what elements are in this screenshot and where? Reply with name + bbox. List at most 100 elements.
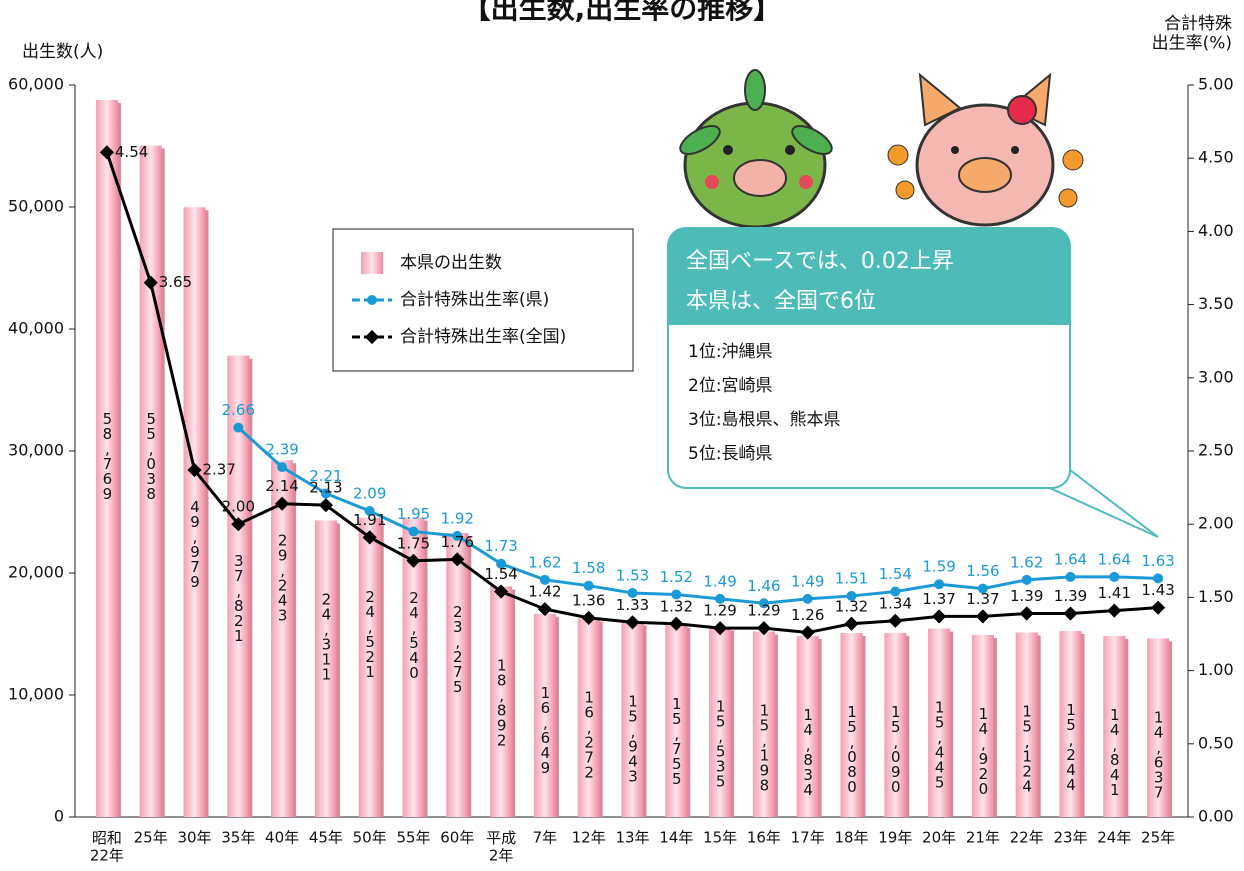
chart: 【出生数,出生率の推移】 出生数(人) 合計特殊出生率(%) 010,00020… <box>0 0 1244 871</box>
rate-label: 1.49 <box>791 572 824 590</box>
mascots <box>676 70 1083 227</box>
rate-marker <box>233 423 243 433</box>
bar-value-label: 14,637 <box>1150 708 1168 798</box>
bar-value-label: 16,649 <box>536 684 554 774</box>
rate-label: 1.39 <box>1054 587 1087 605</box>
bar-value-label: 15,755 <box>668 695 686 785</box>
y-tick-label: 60,000 <box>8 75 64 94</box>
rate-label: 1.37 <box>922 590 955 608</box>
rate-marker <box>1107 604 1121 618</box>
callout-rank: 2位:宮崎県 <box>688 376 773 396</box>
bar-value-label: 15,445 <box>931 699 949 789</box>
rate-marker <box>934 579 944 589</box>
bar-value-label: 16,272 <box>580 688 598 778</box>
rate-label: 1.64 <box>1054 550 1087 568</box>
callout-rank: 5位:長崎県 <box>688 444 773 464</box>
rate-marker <box>888 614 902 628</box>
x-tick-label: 40年 <box>265 829 299 847</box>
rate-label: 1.56 <box>966 562 999 580</box>
bar-value-label: 15,244 <box>1062 701 1080 791</box>
rate-marker <box>844 617 858 631</box>
bar-value-label: 24,311 <box>317 590 335 680</box>
rate-label: 1.49 <box>703 572 736 590</box>
bar-value-label: 15,198 <box>755 702 773 792</box>
callout-headline: 本県は、全国で6位 <box>686 289 876 314</box>
rate-label: 1.32 <box>835 597 868 615</box>
legend: 本県の出生数合計特殊出生率(県)合計特殊出生率(全国) <box>333 229 633 371</box>
y2-tick-label: 2.00 <box>1198 514 1234 533</box>
rate-label: 1.54 <box>484 565 517 583</box>
rate-label: 1.42 <box>528 583 561 601</box>
rate-label: 1.52 <box>660 568 693 586</box>
rate-marker <box>932 609 946 623</box>
legend-swatch <box>361 252 383 274</box>
callout-headline: 全国ベースでは、0.02上昇 <box>686 249 954 274</box>
bar-value-label: 49,979 <box>186 498 204 588</box>
legend-marker <box>367 295 377 305</box>
rate-label: 1.54 <box>879 565 912 583</box>
rate-label: 2.00 <box>222 498 255 516</box>
rate-label: 1.26 <box>791 606 824 624</box>
bar-value-label: 37,821 <box>230 552 248 642</box>
x-tick-label: 55年 <box>396 829 430 847</box>
legend-label: 合計特殊出生率(県) <box>400 290 549 310</box>
rate-label: 2.39 <box>265 441 298 459</box>
rate-marker <box>1066 572 1076 582</box>
rate-label: 1.39 <box>1010 587 1043 605</box>
rate-label: 1.91 <box>353 511 386 529</box>
rate-label: 1.34 <box>879 594 912 612</box>
x-tick-label: 25年 <box>134 829 168 847</box>
y-tick-label: 50,000 <box>8 197 64 216</box>
rate-label: 1.73 <box>484 537 517 555</box>
y2-tick-label: 3.50 <box>1198 294 1234 313</box>
rate-marker <box>1151 601 1165 615</box>
rate-marker <box>1022 575 1032 585</box>
rate-marker <box>1063 606 1077 620</box>
y2-tick-label: 5.00 <box>1198 75 1234 94</box>
x-tick-label: 16年 <box>747 829 781 847</box>
y-tick-label: 20,000 <box>8 563 64 582</box>
rate-label: 1.62 <box>1010 553 1043 571</box>
x-tick-label: 24年 <box>1097 829 1131 847</box>
x-tick-label: 18年 <box>834 829 868 847</box>
rate-label: 1.29 <box>747 602 780 620</box>
rate-label: 1.59 <box>922 558 955 576</box>
y2-tick-label: 1.00 <box>1198 660 1234 679</box>
x-tick-label: 30年 <box>177 829 211 847</box>
x-tick-label: 7年 <box>533 829 558 847</box>
y-tick-label: 30,000 <box>8 441 64 460</box>
rate-marker <box>1020 606 1034 620</box>
rate-label: 1.41 <box>1098 584 1131 602</box>
rate-label: 1.76 <box>441 533 474 551</box>
bar-value-label: 24,521 <box>361 588 379 678</box>
y2-tick-label: 0.50 <box>1198 733 1234 752</box>
rate-label: 1.58 <box>572 559 605 577</box>
bar-value-label: 29,243 <box>274 532 292 622</box>
bar-value-label: 14,834 <box>799 706 817 796</box>
x-tick-label: 23年 <box>1053 829 1087 847</box>
rate-marker <box>1109 572 1119 582</box>
y2-tick-label: 2.50 <box>1198 441 1234 460</box>
bar-value-label: 58,769 <box>98 410 116 500</box>
x-tick-label: 19年 <box>878 829 912 847</box>
rate-label: 1.51 <box>835 569 868 587</box>
y-tick-label: 40,000 <box>8 319 64 338</box>
rate-label: 2.09 <box>353 485 386 503</box>
rate-label: 2.14 <box>265 477 298 495</box>
rate-label: 1.37 <box>966 590 999 608</box>
rate-marker <box>277 462 287 472</box>
x-tick-label: 35年 <box>221 829 255 847</box>
x-tick-label: 22年 <box>1010 829 1044 847</box>
callout-rank: 1位:沖縄県 <box>688 342 773 362</box>
y-tick-label: 0 <box>54 807 64 826</box>
y-axis-label: 出生数(人) <box>22 42 103 62</box>
y2-tick-label: 4.50 <box>1198 148 1234 167</box>
bar-value-label: 14,841 <box>1106 706 1124 796</box>
bar-value-label: 15,535 <box>712 697 730 787</box>
bar <box>271 460 293 817</box>
x-tick-label: 50年 <box>353 829 387 847</box>
legend-label: 本県の出生数 <box>400 253 502 273</box>
x-tick-label: 12年 <box>572 829 606 847</box>
x-tick-label: 15年 <box>703 829 737 847</box>
rate-label: 4.54 <box>115 143 148 161</box>
